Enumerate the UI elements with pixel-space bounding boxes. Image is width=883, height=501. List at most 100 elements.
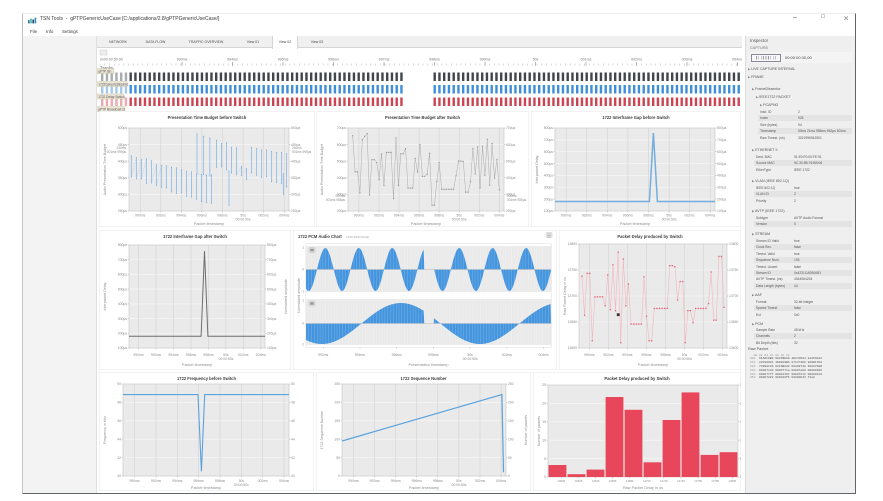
svg-text:004ms: 004ms xyxy=(496,479,506,483)
svg-text:50s: 50s xyxy=(533,58,539,62)
svg-text:350µs: 350µs xyxy=(291,176,301,180)
svg-text:990ms: 990ms xyxy=(135,214,145,218)
svg-text:200µs: 200µs xyxy=(544,197,554,201)
svg-text:46: 46 xyxy=(117,419,121,423)
svg-text:240ms: 240ms xyxy=(292,146,302,150)
svg-text:42: 42 xyxy=(291,456,295,460)
svg-text:13700: 13700 xyxy=(568,294,578,298)
svg-text:600µs: 600µs xyxy=(267,273,277,277)
svg-text:004ms: 004ms xyxy=(718,353,728,357)
svg-text:13800: 13800 xyxy=(568,242,578,246)
svg-text:0: 0 xyxy=(544,475,546,479)
svg-text:200µs: 200µs xyxy=(118,332,128,336)
svg-text:40: 40 xyxy=(117,474,121,478)
svg-text:400µs: 400µs xyxy=(291,159,301,163)
svg-text:500µs: 500µs xyxy=(717,162,727,166)
svg-text:996ms: 996ms xyxy=(412,479,422,483)
svg-text:002ms: 002ms xyxy=(502,353,512,357)
svg-text:990ms: 990ms xyxy=(348,479,358,483)
svg-text:Normalized amplitude: Normalized amplitude xyxy=(297,278,301,313)
svg-text:800µs: 800µs xyxy=(267,243,277,247)
svg-text:00:00:50s: 00:00:50s xyxy=(452,218,467,222)
svg-text:994ms: 994ms xyxy=(168,353,178,357)
svg-text:Packet timestamp: Packet timestamp xyxy=(194,222,224,226)
svg-text:0: 0 xyxy=(302,322,304,326)
svg-text:-1: -1 xyxy=(301,343,304,347)
svg-text:998ms: 998ms xyxy=(428,353,438,357)
svg-text:300µs: 300µs xyxy=(337,193,347,197)
svg-text:15: 15 xyxy=(740,420,741,424)
svg-text:44: 44 xyxy=(117,437,121,441)
svg-text:300µs: 300µs xyxy=(118,193,128,197)
svg-text:996ms: 996ms xyxy=(186,353,196,357)
svg-text:100µs: 100µs xyxy=(118,346,128,350)
svg-text:5: 5 xyxy=(740,457,741,461)
svg-text:13746: 13746 xyxy=(677,479,685,483)
svg-text:998ms: 998ms xyxy=(429,58,440,62)
svg-text:992ms: 992ms xyxy=(582,214,592,218)
svg-text:50s: 50s xyxy=(240,214,246,218)
svg-text:50s: 50s xyxy=(456,479,462,483)
svg-text:50s: 50s xyxy=(682,353,688,357)
svg-text:996ms: 996ms xyxy=(414,214,424,218)
svg-text:50: 50 xyxy=(508,456,512,460)
svg-text:004ms: 004ms xyxy=(494,214,504,218)
svg-text:13666: 13666 xyxy=(609,479,617,483)
svg-text:Packet timestamp: Packet timestamp xyxy=(411,222,441,226)
svg-text:994ms: 994ms xyxy=(176,214,186,218)
svg-text:13626: 13626 xyxy=(575,479,583,483)
svg-text:004ms: 004ms xyxy=(705,214,715,218)
svg-text:800µs: 800µs xyxy=(717,126,727,130)
svg-text:700µs: 700µs xyxy=(267,258,277,262)
svg-text:00:00:50s: 00:00:50s xyxy=(451,483,466,487)
svg-text:150: 150 xyxy=(508,419,514,423)
svg-text:240ms: 240ms xyxy=(116,146,126,150)
svg-text:50s: 50s xyxy=(666,214,672,218)
svg-text:13600: 13600 xyxy=(568,346,578,350)
svg-text:001ms 985µs: 001ms 985µs xyxy=(507,198,527,202)
svg-text:200µs: 200µs xyxy=(506,209,516,213)
svg-text:1722 PCM Audio Chart: 1722 PCM Audio Chart xyxy=(298,234,342,239)
svg-text:992ms: 992ms xyxy=(603,353,613,357)
svg-text:994ms: 994ms xyxy=(394,214,404,218)
svg-text:-1: -1 xyxy=(301,290,304,294)
svg-text:13650: 13650 xyxy=(729,320,739,324)
svg-text:50: 50 xyxy=(291,382,295,386)
svg-text:992ms: 992ms xyxy=(151,353,161,357)
svg-text:00:00:50s: 00:00:50s xyxy=(662,218,677,222)
svg-text:13800: 13800 xyxy=(729,242,739,246)
svg-text:Interpacket Delay: Interpacket Delay xyxy=(103,282,107,310)
svg-text:992ms: 992ms xyxy=(151,479,161,483)
svg-text:13600: 13600 xyxy=(729,346,739,350)
svg-text:Presentation Time Budget after: Presentation Time Budget after Switch xyxy=(385,115,460,120)
svg-text:400µs: 400µs xyxy=(506,176,516,180)
svg-text:50: 50 xyxy=(336,456,340,460)
svg-text:00:00:50s: 00:00:50s xyxy=(463,357,478,361)
svg-text:13646: 13646 xyxy=(592,479,600,483)
svg-text:001ms 999µs: 001ms 999µs xyxy=(292,150,312,154)
svg-text:0: 0 xyxy=(338,474,340,478)
svg-text:300µs: 300µs xyxy=(717,186,727,190)
svg-text:250µs: 250µs xyxy=(118,209,128,213)
svg-text:600µs: 600µs xyxy=(118,273,128,277)
svg-text:Frequency in kHz: Frequency in kHz xyxy=(103,416,107,444)
svg-text:004ms: 004ms xyxy=(256,353,266,357)
svg-text:250: 250 xyxy=(334,382,340,386)
svg-text:700µs: 700µs xyxy=(544,138,554,142)
svg-text:13750: 13750 xyxy=(729,268,739,272)
svg-text:Packet timestamp: Packet timestamp xyxy=(191,486,221,490)
svg-text:1722 Interframe Gap before Swi: 1722 Interframe Gap before Switch xyxy=(602,115,670,120)
svg-text:5: 5 xyxy=(544,457,546,461)
svg-text:150: 150 xyxy=(334,419,340,423)
svg-text:1722 PCM Audio: 1722 PCM Audio xyxy=(346,235,369,239)
svg-text:995ms: 995ms xyxy=(278,58,289,62)
svg-text:1722 Frequency before Switch: 1722 Frequency before Switch xyxy=(177,376,236,381)
svg-text:40: 40 xyxy=(291,474,295,478)
svg-text:002ms: 002ms xyxy=(259,214,269,218)
svg-text:Audio Presentation Time Budget: Audio Presentation Time Budget xyxy=(103,144,107,196)
svg-text:002ms: 002ms xyxy=(631,58,642,62)
svg-text:994ms: 994ms xyxy=(227,58,238,62)
svg-text:250µs: 250µs xyxy=(291,209,301,213)
svg-text:gPTP Broadcast st: gPTP Broadcast st xyxy=(98,107,125,111)
svg-text:003ms: 003ms xyxy=(682,58,693,62)
